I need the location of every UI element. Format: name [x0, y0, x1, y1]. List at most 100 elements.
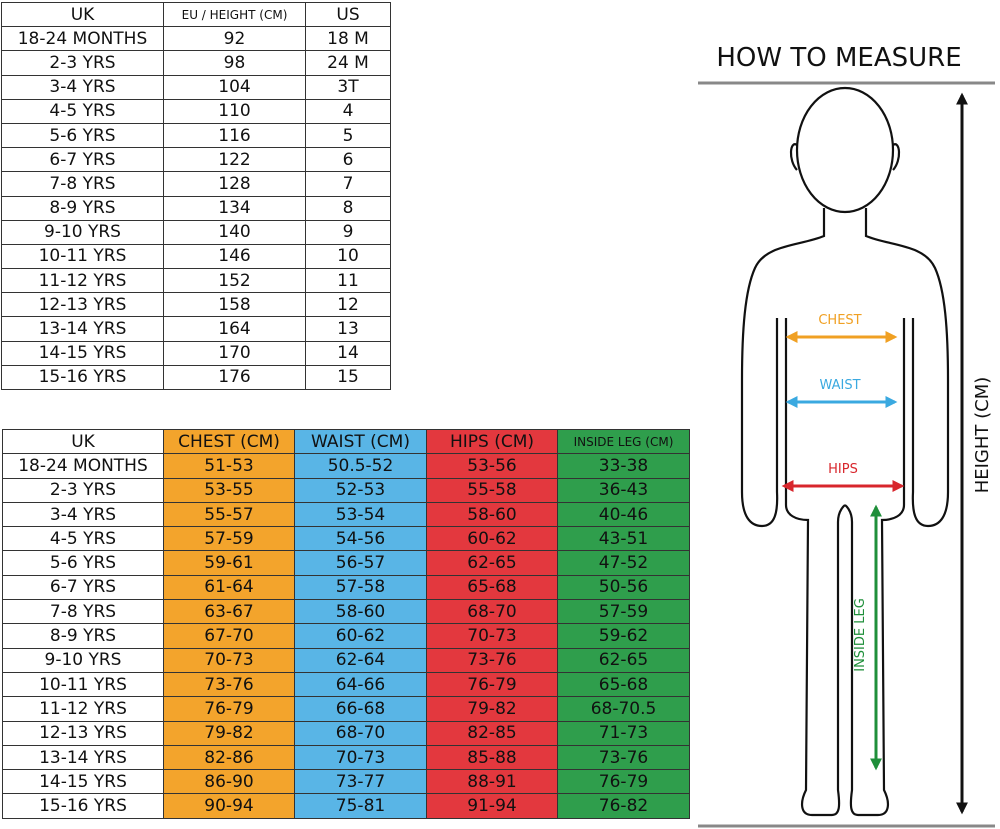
- cell: 70-73: [426, 623, 558, 649]
- cell: 4-5 YRS: [2, 526, 164, 552]
- cell: 53-56: [426, 453, 558, 479]
- row: 8-9 YRS 134 8: [1, 195, 391, 221]
- cell: 82-86: [163, 744, 295, 771]
- cell: 14: [305, 340, 391, 366]
- cell: 62-65: [557, 647, 690, 673]
- cell: 140: [163, 219, 306, 245]
- cell: 3-4 YRS: [1, 74, 164, 100]
- cell: 88-91: [426, 769, 558, 795]
- row: 15-16 YRS 176 15: [1, 364, 391, 391]
- cell: 176: [163, 364, 306, 391]
- cell: 58-60: [426, 501, 558, 528]
- cell: 18-24 MONTHS: [1, 26, 164, 52]
- cell: 62-65: [426, 550, 558, 576]
- cell: 9: [305, 219, 391, 245]
- row: 4-5 YRS 57-59 54-56 60-62 43-51: [2, 526, 690, 552]
- header-cell: UK: [1, 1, 164, 28]
- row: 2-3 YRS 98 24 M: [1, 50, 391, 76]
- row: 9-10 YRS 140 9: [1, 219, 391, 245]
- cell: 2-3 YRS: [1, 50, 164, 76]
- cell: 79-82: [426, 696, 558, 722]
- cell: 50.5-52: [294, 453, 427, 479]
- row: 12-13 YRS 158 12: [1, 292, 391, 318]
- cell: 73-76: [426, 647, 558, 673]
- cell: 55-57: [163, 501, 295, 528]
- cell: 134: [163, 195, 306, 221]
- cell: 43-51: [557, 526, 690, 552]
- cell: 122: [163, 147, 306, 173]
- cell: 10: [305, 243, 391, 270]
- cell: 104: [163, 74, 306, 100]
- cell: 9-10 YRS: [1, 219, 164, 245]
- header-cell: WAIST (CM): [294, 428, 427, 455]
- row: 18-24 MONTHS 92 18 M: [1, 26, 391, 52]
- cell: 128: [163, 171, 306, 197]
- row: 9-10 YRS 70-73 62-64 73-76 62-65: [2, 647, 690, 673]
- row: 5-6 YRS 59-61 56-57 62-65 47-52: [2, 550, 690, 576]
- waist-label: WAIST: [819, 378, 860, 393]
- cell: 7: [305, 171, 391, 197]
- measurement-table: UK CHEST (CM) WAIST (CM) HIPS (CM) INSIDE LE…: [2, 428, 690, 819]
- cell: 7-8 YRS: [1, 171, 164, 197]
- cell: 13-14 YRS: [2, 744, 164, 771]
- cell: 54-56: [294, 526, 427, 552]
- cell: 71-73: [557, 720, 690, 746]
- cell: 40-46: [557, 501, 690, 528]
- cell: 90-94: [163, 793, 295, 819]
- height-label: HEIGHT (CM): [972, 377, 993, 494]
- cell: 60-62: [294, 623, 427, 649]
- cell: 11: [305, 268, 391, 294]
- cell: 47-52: [557, 550, 690, 576]
- cell: 13-14 YRS: [1, 316, 164, 342]
- row: 5-6 YRS 116 5: [1, 122, 391, 149]
- cell: 63-67: [163, 599, 295, 625]
- row: 2-3 YRS 53-55 52-53 55-58 36-43: [2, 477, 690, 503]
- row: 4-5 YRS 110 4: [1, 98, 391, 124]
- cell: 18 M: [305, 26, 391, 52]
- row: 7-8 YRS 63-67 58-60 68-70 57-59: [2, 599, 690, 625]
- cell: 76-82: [557, 793, 690, 819]
- cell: 6: [305, 147, 391, 173]
- cell: 65-68: [557, 671, 690, 698]
- cell: 12-13 YRS: [1, 292, 164, 318]
- child-outline: [740, 86, 950, 817]
- cell: 5: [305, 122, 391, 149]
- cell: 67-70: [163, 623, 295, 649]
- cell: 60-62: [426, 526, 558, 552]
- row: 14-15 YRS 170 14: [1, 340, 391, 366]
- header-cell: US: [305, 1, 391, 28]
- cell: 8-9 YRS: [2, 623, 164, 649]
- cell: 85-88: [426, 744, 558, 771]
- row: 10-11 YRS 73-76 64-66 76-79 65-68: [2, 671, 690, 698]
- cell: 3T: [305, 74, 391, 100]
- row: 6-7 YRS 61-64 57-58 65-68 50-56: [2, 574, 690, 601]
- cell: 5-6 YRS: [2, 550, 164, 576]
- row: 3-4 YRS 55-57 53-54 58-60 40-46: [2, 501, 690, 528]
- cell: 58-60: [294, 599, 427, 625]
- cell: 59-61: [163, 550, 295, 576]
- cell: 52-53: [294, 477, 427, 503]
- header-row: UK CHEST (CM) WAIST (CM) HIPS (CM) INSIDE LE…: [2, 428, 690, 455]
- cell: 57-59: [557, 599, 690, 625]
- header-row: UK EU / HEIGHT (CM) US: [1, 1, 391, 28]
- chest-label: CHEST: [818, 313, 861, 328]
- cell: 56-57: [294, 550, 427, 576]
- cell: 12: [305, 292, 391, 318]
- cell: 68-70.5: [557, 696, 690, 722]
- cell: 66-68: [294, 696, 427, 722]
- row: 13-14 YRS 82-86 70-73 85-88 73-76: [2, 744, 690, 771]
- cell: 15-16 YRS: [2, 793, 164, 819]
- cell: 57-58: [294, 574, 427, 601]
- size-table: UK EU / HEIGHT (CM) US 18-24 MONTHS 92 18 M 2-…: [1, 1, 391, 391]
- cell: 11-12 YRS: [1, 268, 164, 294]
- cell: 76-79: [557, 769, 690, 795]
- cell: 8-9 YRS: [1, 195, 164, 221]
- cell: 4: [305, 98, 391, 124]
- cell: 14-15 YRS: [1, 340, 164, 366]
- cell: 3-4 YRS: [2, 501, 164, 528]
- cell: 18-24 MONTHS: [2, 453, 164, 479]
- cell: 7-8 YRS: [2, 599, 164, 625]
- cell: 70-73: [294, 744, 427, 771]
- cell: 9-10 YRS: [2, 647, 164, 673]
- cell: 82-85: [426, 720, 558, 746]
